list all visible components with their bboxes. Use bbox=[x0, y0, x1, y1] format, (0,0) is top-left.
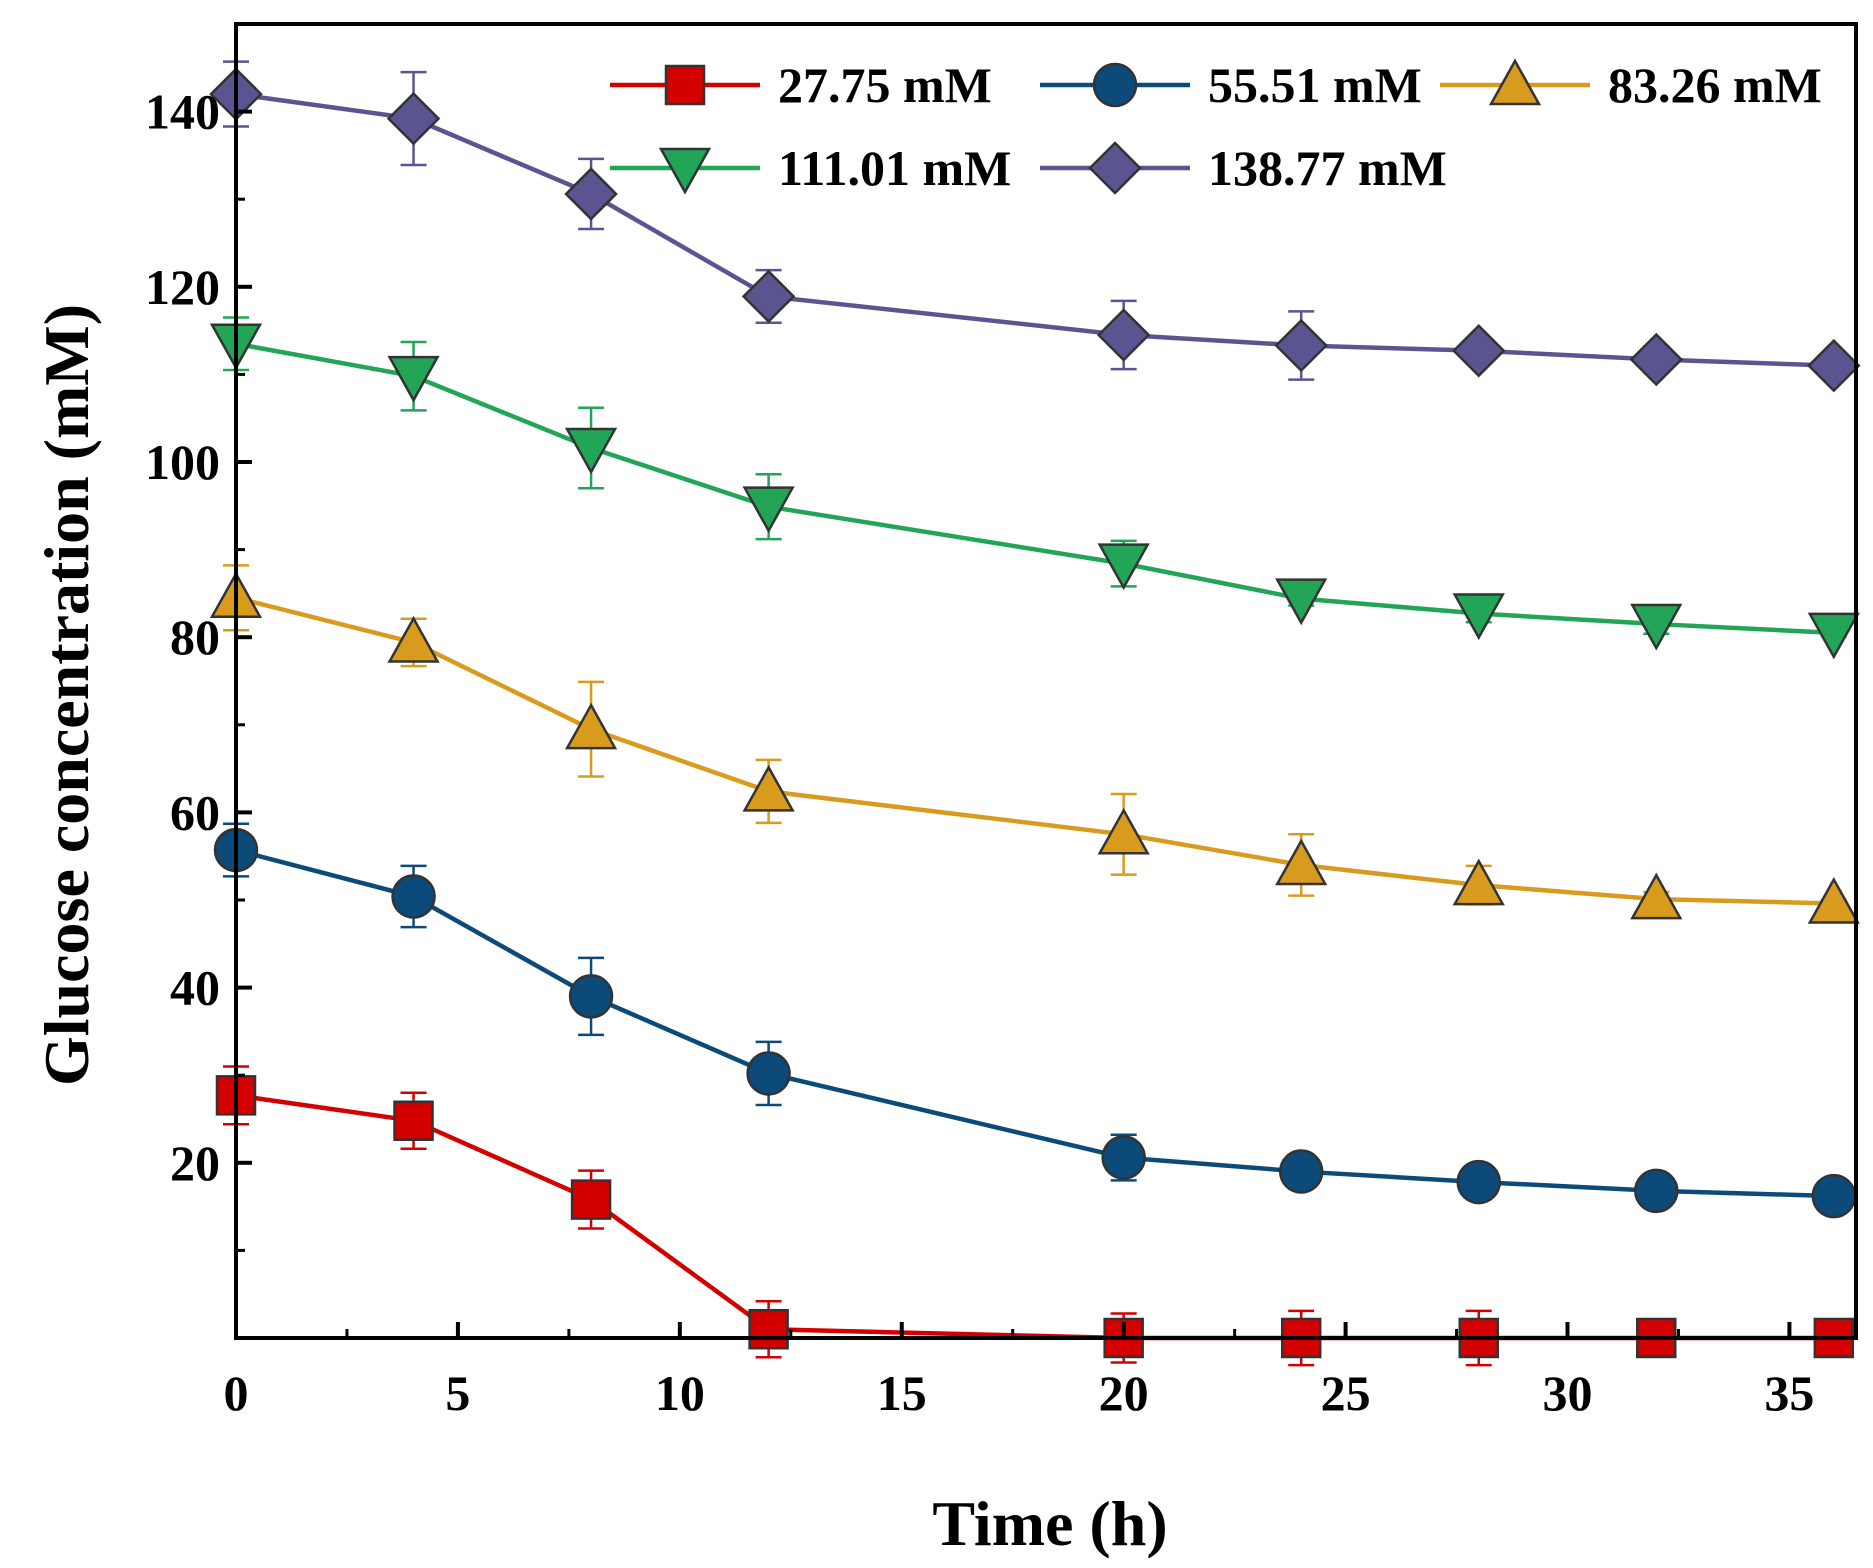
legend-marker bbox=[664, 64, 706, 106]
legend: 27.75 mM 55.51 mM 83.26 mM 111.01 mM 138.77 … bbox=[610, 57, 1822, 196]
series-4 bbox=[209, 316, 1860, 660]
y-axis-title: Glucose concentration (mM) bbox=[31, 304, 102, 1086]
x-axis-title: Time (h) bbox=[932, 1488, 1167, 1559]
data-point bbox=[1456, 1159, 1501, 1205]
data-point bbox=[742, 486, 795, 534]
data-point bbox=[1275, 578, 1328, 626]
data-point bbox=[387, 355, 440, 403]
data-point bbox=[742, 764, 795, 812]
data-point bbox=[1275, 838, 1328, 886]
data-point bbox=[748, 1308, 789, 1350]
series-2 bbox=[213, 822, 1857, 1219]
data-point bbox=[741, 269, 796, 324]
data-point bbox=[1097, 543, 1150, 591]
x-tick-label: 5 bbox=[445, 1365, 470, 1421]
data-point bbox=[1451, 323, 1506, 378]
data-point bbox=[746, 1051, 791, 1096]
x-tick-label: 0 bbox=[224, 1365, 249, 1421]
data-point bbox=[568, 974, 614, 1019]
series-5 bbox=[209, 60, 1861, 393]
y-tick-label: 80 bbox=[170, 609, 220, 665]
data-point bbox=[1807, 876, 1860, 924]
data-point bbox=[1452, 593, 1505, 641]
legend-marker bbox=[1092, 62, 1138, 108]
y-tick-label: 100 bbox=[145, 434, 220, 490]
legend-item-4: 111.01 mM bbox=[610, 140, 1011, 196]
x-tick-label: 35 bbox=[1764, 1365, 1814, 1421]
legend-label: 138.77 mM bbox=[1208, 140, 1447, 196]
legend-item-1: 27.75 mM bbox=[610, 57, 992, 113]
data-point bbox=[1630, 872, 1683, 920]
data-point bbox=[1274, 318, 1328, 373]
data-point bbox=[386, 91, 441, 146]
series-layer bbox=[209, 60, 1861, 1367]
legend-label: 111.01 mM bbox=[778, 140, 1011, 196]
x-tick-label: 10 bbox=[655, 1365, 705, 1421]
y-tick-label: 120 bbox=[145, 259, 220, 315]
legend-label: 55.51 mM bbox=[1208, 57, 1422, 113]
data-point bbox=[1452, 858, 1505, 906]
data-point bbox=[1634, 1168, 1679, 1214]
y-tick-label: 40 bbox=[170, 960, 220, 1016]
legend-marker bbox=[1488, 58, 1542, 106]
data-point bbox=[1630, 603, 1683, 651]
data-point bbox=[1629, 332, 1684, 387]
x-tick-label: 30 bbox=[1543, 1365, 1593, 1421]
legend-marker bbox=[658, 147, 712, 195]
legend-marker bbox=[1088, 141, 1142, 195]
data-point bbox=[1097, 807, 1150, 855]
y-tick-label: 20 bbox=[170, 1135, 220, 1191]
legend-item-3: 83.26 mM bbox=[1440, 57, 1822, 113]
legend-item-2: 55.51 mM bbox=[1040, 57, 1422, 113]
data-point bbox=[391, 874, 436, 919]
data-point bbox=[1096, 308, 1151, 362]
legend-label: 83.26 mM bbox=[1608, 57, 1822, 113]
data-point bbox=[1278, 1149, 1324, 1194]
data-point bbox=[1101, 1135, 1146, 1180]
x-tick-label: 15 bbox=[877, 1365, 927, 1421]
data-point bbox=[1807, 612, 1860, 660]
plot-frame bbox=[234, 22, 1858, 1340]
x-tick-label: 25 bbox=[1321, 1365, 1371, 1421]
data-point bbox=[1811, 1173, 1857, 1219]
data-point bbox=[1807, 338, 1861, 393]
data-point bbox=[570, 1179, 612, 1220]
data-point bbox=[564, 167, 618, 221]
legend-item-5: 138.77 mM bbox=[1040, 140, 1447, 196]
data-point bbox=[393, 1100, 434, 1142]
data-point bbox=[564, 702, 618, 750]
axes-layer: 0 5 10 15 20 25 30 35 20 40 60 80 100 120 140 bbox=[145, 22, 1858, 1421]
legend-label: 27.75 mM bbox=[778, 57, 992, 113]
x-tick-label: 20 bbox=[1099, 1365, 1149, 1421]
data-point bbox=[564, 427, 618, 475]
data-point bbox=[387, 615, 440, 663]
y-tick-label: 140 bbox=[145, 84, 220, 140]
y-tick-label: 60 bbox=[170, 784, 220, 840]
